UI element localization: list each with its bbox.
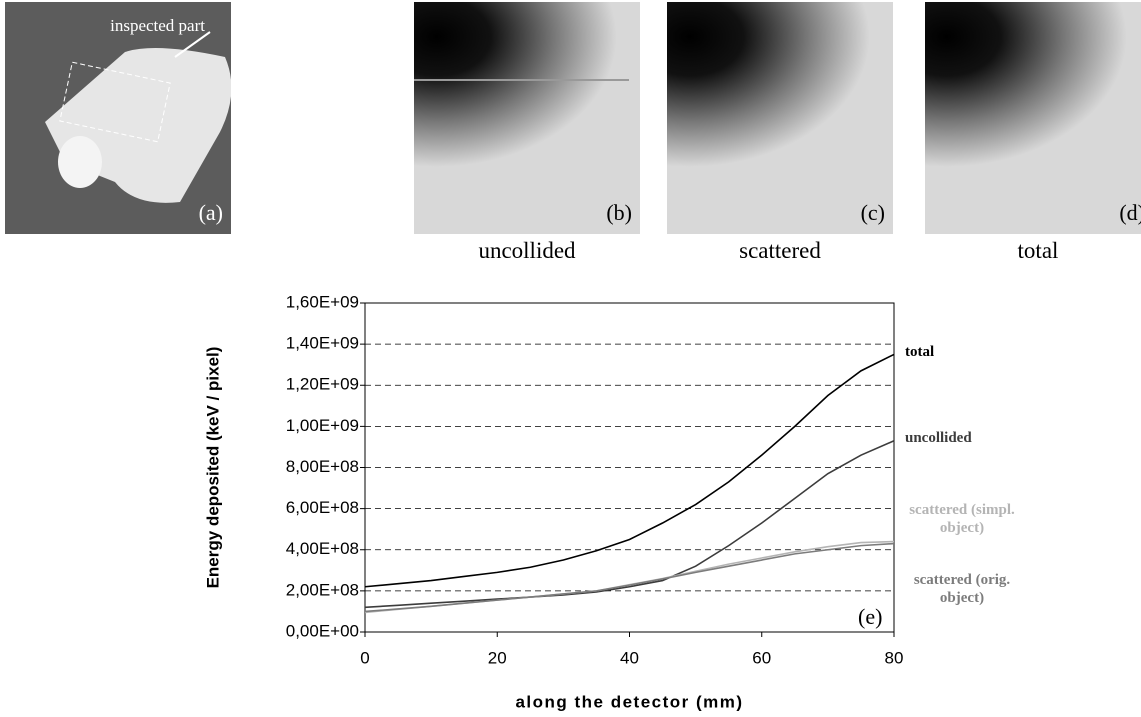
y-tick-label: 1,40E+09	[286, 334, 359, 353]
series-line	[364, 542, 895, 613]
y-tick-label: 0,00E+00	[286, 621, 359, 640]
y-tick-label: 4,00E+08	[286, 539, 359, 558]
x-tick-label: 0	[360, 648, 369, 667]
caption: uncollided	[478, 238, 576, 263]
y-tick-label: 1,20E+09	[286, 375, 359, 394]
series-label: scattered (simpl. object)	[909, 502, 1015, 536]
series-label: total	[905, 344, 935, 360]
series-line	[364, 353, 895, 588]
x-tick-label: 80	[885, 648, 904, 667]
caption: scattered	[739, 238, 821, 263]
arrow	[414, 79, 629, 81]
image-a: inspected part (a)	[5, 2, 231, 234]
panel-label: (d)	[1119, 200, 1141, 225]
series-label: uncollided	[905, 430, 972, 446]
y-tick-label: 1,60E+09	[286, 292, 359, 311]
caption: total	[1017, 238, 1059, 263]
image-c: (c)	[667, 2, 893, 234]
series-label: scattered (orig. object)	[913, 572, 1011, 606]
y-tick-label: 2,00E+08	[286, 580, 359, 599]
part-drawing	[45, 31, 231, 203]
x-tick-label: 20	[488, 648, 507, 667]
x-tick-label: 60	[752, 648, 771, 667]
y-tick-label: 6,00E+08	[286, 498, 359, 517]
y-tick-label: 8,00E+08	[286, 457, 359, 476]
series-line	[364, 440, 895, 609]
y-axis-label: Energy deposited (keV / pixel)	[203, 347, 222, 589]
panel-label: (b)	[606, 200, 632, 225]
panel-label: (a)	[198, 200, 223, 225]
panel-label: (e)	[858, 604, 883, 629]
x-tick-label: 40	[620, 648, 639, 667]
plot-frame	[364, 302, 895, 633]
y-tick-label: 1,00E+09	[286, 416, 359, 435]
inspected-label: inspected part	[110, 16, 205, 35]
image-b: (b)	[414, 2, 640, 234]
x-axis-label: along the detector (mm)	[515, 692, 743, 711]
image-d: (d)	[925, 2, 1141, 234]
panel-label: (c)	[860, 200, 885, 225]
